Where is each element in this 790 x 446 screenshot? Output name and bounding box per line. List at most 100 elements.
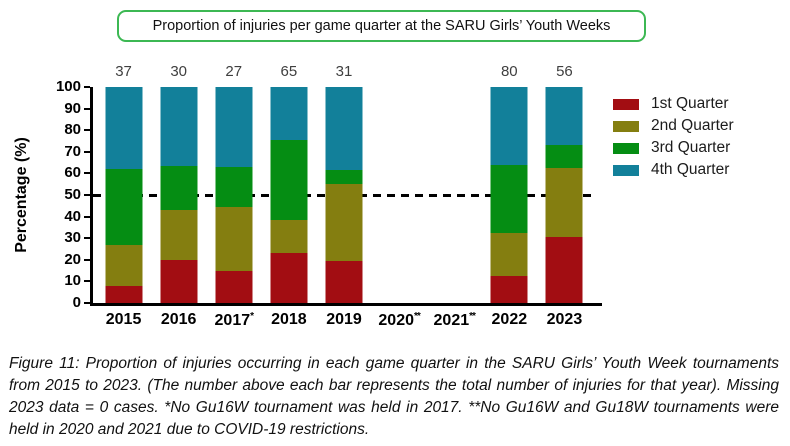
bar-total-count: 30 [170, 63, 187, 80]
stacked-bar [215, 87, 253, 303]
y-tick-mark [84, 129, 90, 132]
legend-label: 2nd Quarter [651, 117, 734, 134]
legend-label: 1st Quarter [651, 95, 729, 112]
bar-segment-3rd-quarter [105, 168, 143, 245]
bar-segment-2nd-quarter [325, 184, 363, 262]
x-axis-labels: 2015 2016 2017* 2018 2019 2020** 2021** 2022 202… [96, 311, 592, 330]
x-axis-label-2021: 2021** [427, 311, 482, 330]
year-text: 2023 [546, 311, 583, 328]
x-axis-line [90, 303, 602, 306]
footnote-marker: ** [414, 311, 421, 322]
bar-total-count: 65 [280, 63, 298, 80]
bar-segment-2nd-quarter [545, 168, 583, 238]
x-axis-label-2016: 2016 [151, 311, 206, 330]
y-tick-mark [84, 150, 90, 153]
footnote-marker: ** [469, 311, 476, 322]
legend-item-2nd-quarter: 2nd Quarter [613, 115, 734, 137]
stacked-bar [160, 87, 198, 303]
y-tick-mark [84, 172, 90, 175]
bar-segment-3rd-quarter [160, 166, 198, 210]
stacked-bar [545, 87, 583, 303]
bars-area: 37 30 27 65 31 80 56 [96, 63, 592, 303]
bar-segment-2nd-quarter [105, 244, 143, 286]
bar-segment-2nd-quarter [490, 232, 528, 276]
x-axis-label-2023: 2023 [537, 311, 592, 330]
stacked-bar [325, 86, 363, 303]
bar-segment-1st-quarter [215, 271, 253, 303]
bar-segment-1st-quarter [105, 285, 143, 303]
y-tick-mark [84, 237, 90, 240]
legend-item-4th-quarter: 4th Quarter [613, 159, 734, 181]
bar-segment-1st-quarter [325, 261, 363, 303]
bar-segment-1st-quarter [490, 276, 528, 303]
bar-column-2023: 56 [537, 63, 592, 303]
year-text: 2017 [214, 312, 251, 329]
bar-column-2021 [427, 87, 482, 303]
y-tick-label: 60 [64, 164, 81, 182]
y-tick-label: 0 [72, 294, 81, 311]
bar-total-count: 27 [225, 63, 243, 80]
bar-column-2020 [372, 87, 427, 303]
stacked-bar [105, 87, 143, 303]
bar-total-count: 80 [500, 63, 518, 80]
y-tick-label: 40 [64, 207, 81, 225]
y-tick-mark [84, 302, 90, 304]
x-axis-label-2017: 2017* [206, 311, 261, 330]
legend-swatch-icon [613, 164, 639, 176]
bar-segment-1st-quarter [545, 237, 583, 303]
bar-column-2018: 65 [261, 63, 316, 303]
x-axis-label-2019: 2019 [316, 311, 371, 330]
y-tick-mark [84, 215, 90, 218]
bar-segment-4th-quarter [160, 87, 198, 167]
legend-item-3rd-quarter: 3rd Quarter [613, 137, 734, 159]
y-tick-mark [84, 280, 90, 283]
bar-segment-3rd-quarter [270, 140, 308, 220]
bar-segment-4th-quarter [215, 87, 253, 168]
x-axis-label-2015: 2015 [96, 311, 151, 330]
x-axis-label-2018: 2018 [261, 311, 316, 330]
bar-segment-3rd-quarter [215, 167, 253, 208]
y-axis-label: Percentage (%) [13, 137, 30, 253]
y-axis-line [90, 87, 93, 306]
legend-label: 4th Quarter [651, 161, 730, 178]
bar-column-2017: 27 [206, 63, 261, 303]
x-axis-label-2020: 2020** [372, 311, 427, 330]
bar-total-count: 56 [556, 63, 573, 80]
stacked-bar-chart: Percentage (%) 0 10 20 30 40 50 60 70 80 90 100 37… [13, 63, 734, 330]
bar-column-2016: 30 [151, 63, 206, 303]
y-tick-mark [84, 258, 90, 261]
bar-segment-4th-quarter [270, 87, 308, 141]
bar-total-count: 31 [335, 63, 353, 80]
bar-segment-3rd-quarter [325, 170, 363, 185]
legend-swatch-icon [613, 98, 639, 110]
year-text: 2018 [271, 311, 307, 328]
y-tick-label: 30 [64, 229, 81, 247]
figure-caption: Figure 11: Proportion of injuries occurr… [9, 355, 779, 438]
y-tick-mark [84, 194, 90, 196]
bar-segment-3rd-quarter [545, 144, 583, 169]
stacked-bar [490, 86, 528, 303]
year-text: 2019 [326, 311, 362, 328]
y-tick-label: 70 [64, 142, 81, 160]
y-tick-label: 90 [64, 99, 81, 117]
y-tick-mark [84, 107, 90, 110]
bar-segment-2nd-quarter [215, 207, 253, 272]
bar-segment-3rd-quarter [490, 165, 528, 233]
legend: 1st Quarter 2nd Quarter 3rd Quarter 4th Qua… [613, 93, 734, 181]
bar-column-2019: 31 [316, 63, 371, 303]
y-tick-label: 80 [64, 121, 81, 139]
bar-segment-2nd-quarter [160, 209, 198, 260]
y-tick-label: 50 [64, 186, 81, 203]
y-tick-label: 10 [64, 272, 81, 290]
legend-label: 3rd Quarter [651, 139, 731, 156]
x-axis-label-2022: 2022 [482, 311, 537, 330]
year-text: 2015 [105, 311, 142, 328]
y-tick-label: 20 [64, 250, 81, 268]
bar-segment-4th-quarter [545, 87, 583, 145]
footnote-marker: * [250, 311, 254, 322]
bar-segment-4th-quarter [490, 86, 528, 166]
stacked-bar [270, 87, 308, 303]
year-text: 2022 [491, 311, 528, 328]
chart-title: Proportion of injuries per game quarter … [152, 18, 611, 34]
bar-total-count: 37 [115, 63, 132, 80]
